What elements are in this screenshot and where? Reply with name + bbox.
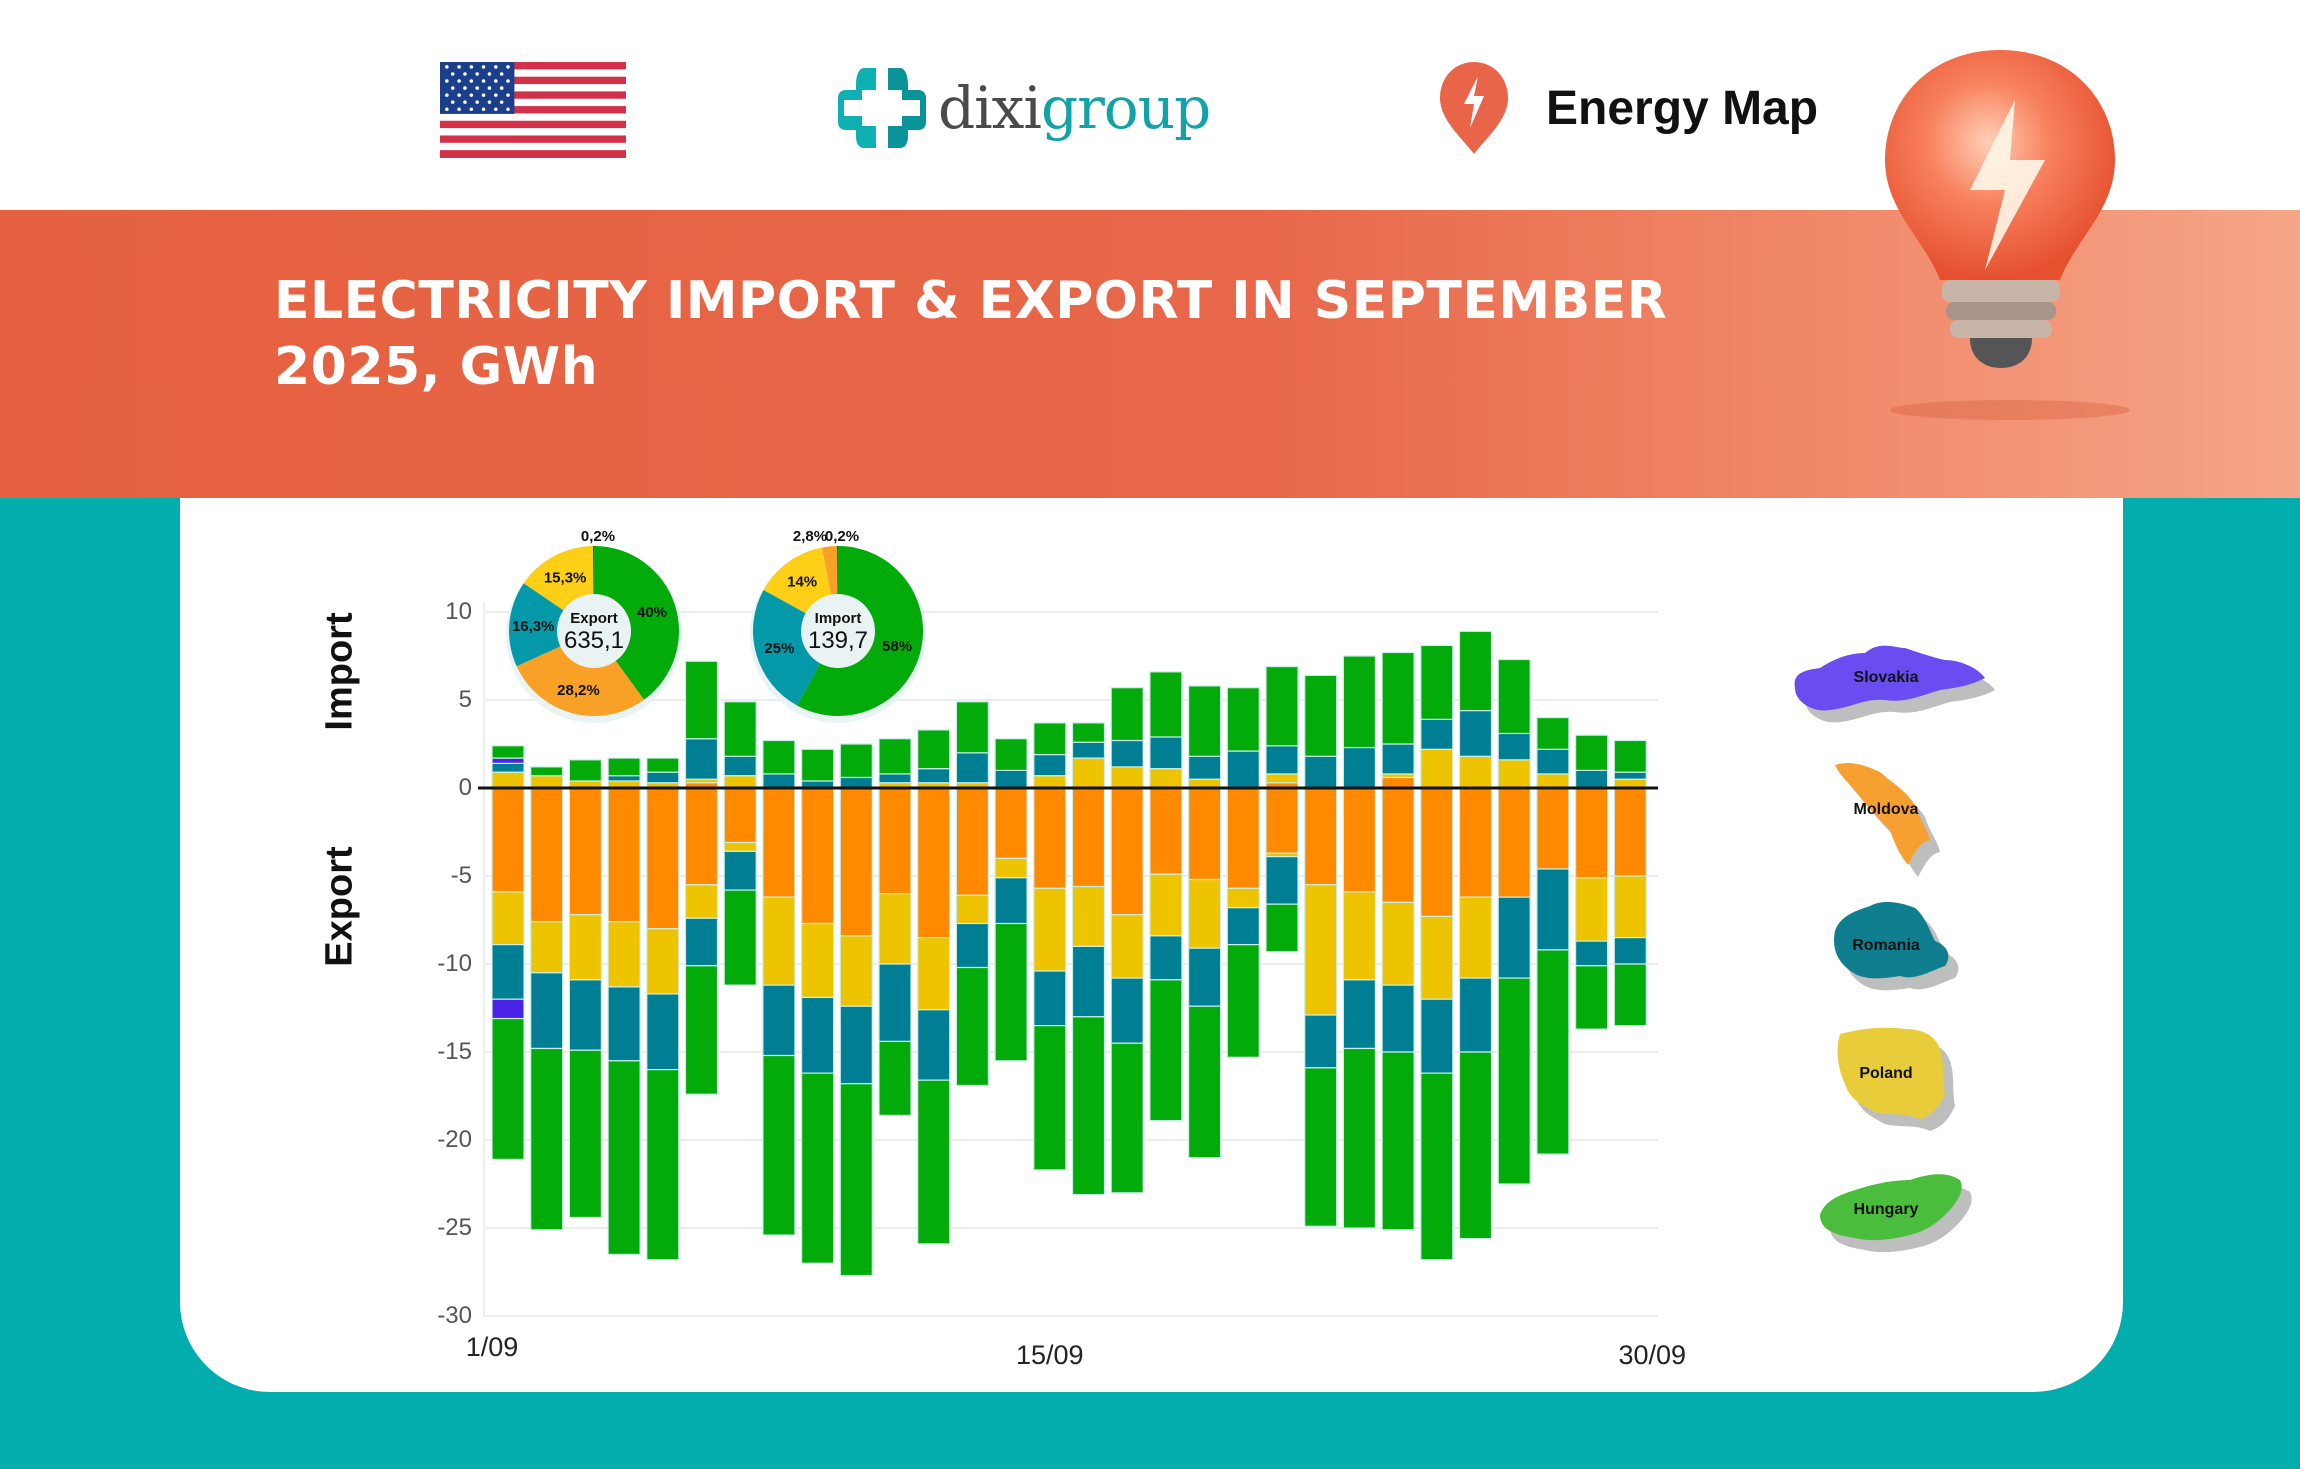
y-tick-label: 0 [458, 774, 472, 801]
import-axis-label: Import [318, 612, 361, 731]
map-pin-lightning-icon [1440, 62, 1508, 154]
y-tick-label: -20 [437, 1126, 472, 1153]
page-title: ELECTRICITY IMPORT & EXPORT IN SEPTEMBER… [274, 271, 1668, 397]
us-flag-icon[interactable] [440, 62, 626, 158]
y-tick-label: 5 [458, 686, 472, 713]
light-bulb-icon [1885, 50, 2130, 420]
legend-label-slovakia: Slovakia [1853, 669, 1919, 686]
legend-label-poland: Poland [1859, 1065, 1913, 1082]
y-tick-label: -5 [450, 862, 472, 889]
y-tick-label: -15 [437, 1038, 472, 1065]
export-axis-label: Export [318, 846, 361, 967]
logo-text-dixi: dixi [938, 74, 1042, 142]
title-banner [0, 210, 2300, 498]
legend-label-moldova: Moldova [1853, 801, 1919, 818]
logo-text-group: group [1040, 74, 1211, 142]
legend-label-romania: Romania [1852, 937, 1920, 954]
x-tick-label: 30/09 [1618, 1340, 1687, 1370]
y-tick-label: -30 [437, 1302, 472, 1329]
y-tick-label: -10 [437, 950, 472, 977]
x-tick-label: 15/09 [1016, 1340, 1084, 1370]
y-tick-label: -25 [437, 1214, 472, 1241]
energy-map-brand[interactable]: Energy Map [1438, 60, 1818, 156]
dixigroup-logo-icon [838, 68, 926, 148]
x-tick-label: 1/09 [465, 1332, 519, 1362]
y-tick-label: 10 [445, 598, 472, 625]
dixigroup-logo: dixigroup [836, 60, 1211, 156]
legend-label-hungary: Hungary [1853, 1201, 1919, 1218]
chart-card [180, 498, 2123, 1392]
brand-name: Energy Map [1546, 81, 1819, 135]
